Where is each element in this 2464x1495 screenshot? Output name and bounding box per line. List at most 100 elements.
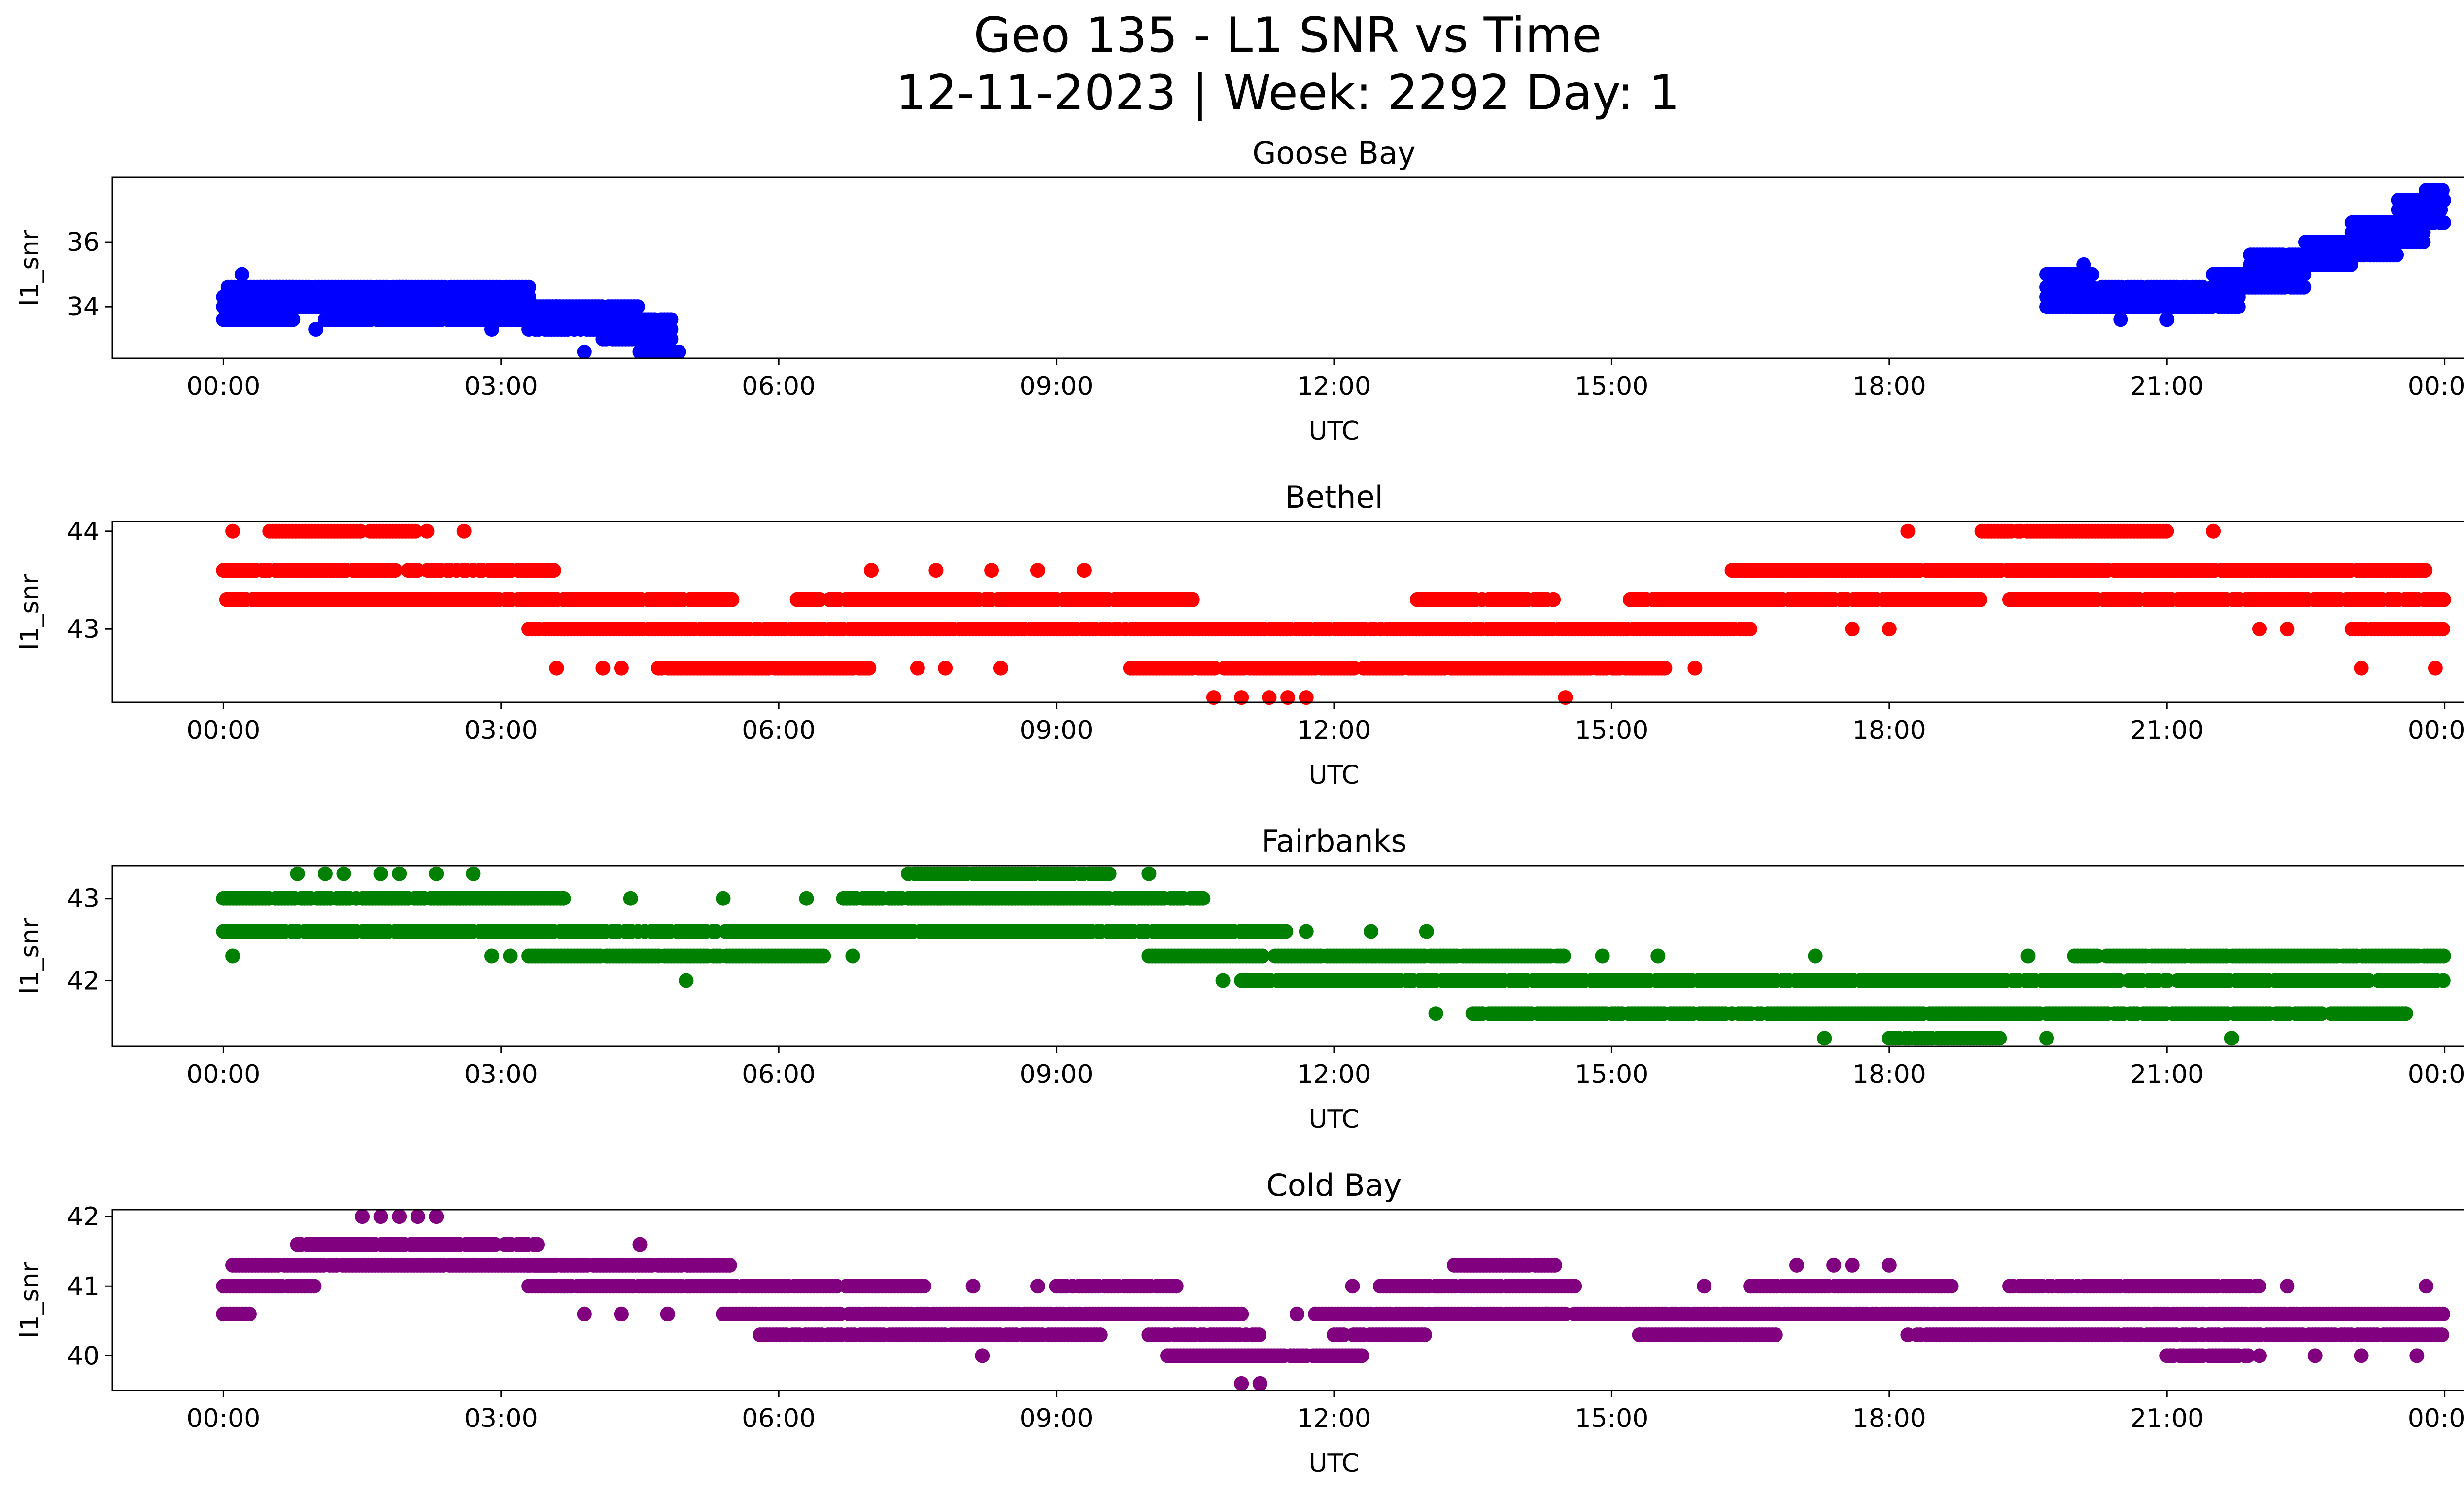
- data-point: [530, 1237, 545, 1252]
- y-tick-label: 44: [67, 517, 100, 547]
- data-point: [1556, 948, 1571, 964]
- data-point: [387, 563, 403, 578]
- data-point: [984, 563, 999, 578]
- data-point: [1196, 891, 1211, 906]
- scatter-series: [216, 523, 2451, 705]
- data-point: [938, 661, 953, 676]
- data-point: [1743, 622, 1758, 637]
- data-point: [1428, 1006, 1443, 1021]
- y-axis-label: l1_snr: [15, 229, 45, 306]
- data-point: [484, 948, 499, 964]
- data-point: [2206, 523, 2221, 539]
- data-point: [1419, 924, 1434, 939]
- data-point: [928, 563, 944, 578]
- data-point: [285, 312, 301, 327]
- y-axis-label: l1_snr: [15, 1261, 45, 1338]
- data-point: [722, 1257, 737, 1273]
- x-tick-label: 06:00: [742, 372, 816, 401]
- data-point: [663, 331, 679, 347]
- scatter-series: [216, 866, 2451, 1046]
- data-point: [2076, 257, 2091, 272]
- x-tick-label: 15:00: [1574, 372, 1648, 401]
- data-point: [503, 948, 518, 964]
- x-tick-label: 03:00: [464, 1060, 538, 1089]
- data-point: [1101, 866, 1117, 881]
- data-point: [2020, 948, 2036, 964]
- subplot-cold-bay: Cold Bay UTC l1_snr 00:00 03:00 06:00 09:00…: [15, 1167, 2464, 1478]
- data-point: [799, 891, 814, 906]
- data-point: [2159, 312, 2175, 327]
- data-point: [546, 563, 561, 578]
- x-tick-label: 21:00: [2130, 372, 2204, 401]
- data-point: [2224, 1031, 2239, 1046]
- data-point: [2434, 183, 2450, 198]
- x-tick-label: 09:00: [1020, 372, 1094, 401]
- data-point: [456, 523, 472, 539]
- data-point: [845, 948, 860, 964]
- subplot-title: Bethel: [1285, 479, 1383, 515]
- data-point: [724, 592, 740, 607]
- data-point: [1650, 948, 1666, 964]
- data-point: [671, 344, 686, 359]
- x-tick-label: 03:00: [464, 372, 538, 401]
- figure-title-line1: Geo 135 - L1 SNR vs Time: [974, 7, 1602, 64]
- data-point: [308, 322, 324, 337]
- scatter-series: [216, 183, 2451, 359]
- data-point: [1299, 924, 1314, 939]
- data-point: [993, 661, 1008, 676]
- data-point: [549, 661, 564, 676]
- data-point: [1972, 592, 1987, 607]
- x-tick-label: 18:00: [1852, 716, 1926, 745]
- data-point: [1808, 948, 1823, 964]
- x-tick-label: 03:00: [464, 716, 538, 745]
- data-point: [2159, 523, 2174, 539]
- x-tick-label: 12:00: [1297, 716, 1371, 745]
- data-point: [917, 1279, 931, 1294]
- x-tick-label: 09:00: [1020, 1060, 1094, 1089]
- data-point: [623, 891, 638, 906]
- data-point: [1657, 661, 1673, 676]
- figure-title-line2: 12-11-2023 | Week: 2292 Day: 1: [896, 65, 1680, 121]
- x-tick-label: 00:00: [186, 716, 260, 745]
- data-point: [241, 1306, 257, 1321]
- data-point: [1882, 622, 1897, 637]
- data-point: [816, 948, 831, 964]
- data-point: [1546, 592, 1561, 607]
- x-axis-label: UTC: [1308, 761, 1359, 790]
- subplot-goose-bay: Goose Bay UTC l1_snr 00:00 03:00 06:00 09:0…: [15, 135, 2464, 446]
- x-tick-label: 09:00: [1020, 716, 1094, 745]
- data-point: [679, 973, 694, 988]
- x-tick-label: 00:00: [2408, 372, 2464, 401]
- data-point: [2085, 267, 2100, 282]
- data-point: [429, 866, 444, 881]
- data-point: [1185, 592, 1200, 607]
- data-point: [1076, 563, 1092, 578]
- y-tick-label: 36: [67, 228, 100, 257]
- subplot-fairbanks: Fairbanks UTC l1_snr 00:00 03:00 06:00 09:0…: [15, 823, 2464, 1134]
- data-point: [336, 866, 351, 881]
- data-point: [864, 563, 879, 578]
- x-tick-label: 00:00: [2408, 1060, 2464, 1089]
- x-tick-label: 06:00: [742, 1060, 816, 1089]
- data-point: [2433, 202, 2448, 217]
- data-point: [910, 661, 925, 676]
- data-point: [2435, 973, 2451, 988]
- data-point: [2039, 1031, 2054, 1046]
- data-point: [290, 866, 305, 881]
- data-point: [307, 1279, 322, 1294]
- data-point: [1215, 973, 1231, 988]
- data-point: [2391, 563, 2406, 578]
- y-tick-label: 42: [67, 967, 100, 996]
- y-axis-label: l1_snr: [15, 917, 45, 994]
- x-tick-label: 00:00: [186, 372, 260, 401]
- subplot-bethel: Bethel UTC l1_snr 00:00 03:00 06:00 09:00 12…: [15, 479, 2464, 790]
- data-point: [2428, 661, 2443, 676]
- data-point: [1364, 924, 1379, 939]
- data-point: [2436, 592, 2451, 607]
- data-point: [1168, 1279, 1184, 1294]
- data-point: [2416, 235, 2431, 250]
- data-point: [556, 891, 571, 906]
- x-tick-label: 15:00: [1574, 716, 1648, 745]
- data-point: [1595, 948, 1610, 964]
